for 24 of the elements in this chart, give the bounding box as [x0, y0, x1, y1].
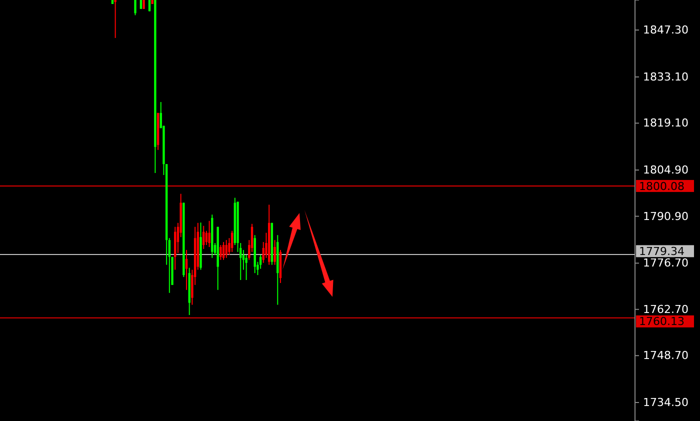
candlestick — [245, 254, 248, 281]
y-tick-label: 1847.30 — [643, 24, 688, 37]
candlestick — [230, 230, 234, 252]
ref-line-label: 1760.13 — [639, 315, 684, 328]
ref-line-label: 1800.08 — [639, 180, 684, 193]
y-tick-label: 1804.90 — [643, 164, 688, 177]
y-tick-label: 1819.10 — [643, 116, 688, 130]
candlestick — [185, 249, 188, 290]
candlestick — [220, 244, 222, 260]
y-tick-label: 1748.70 — [643, 349, 688, 362]
candlestick — [225, 240, 228, 258]
candlestick — [134, 0, 136, 16]
candlestick — [274, 240, 276, 266]
candlestick — [240, 242, 242, 281]
candlestick — [114, 0, 116, 38]
y-tick-label: 1776.70 — [643, 256, 688, 270]
candlestick — [208, 220, 210, 248]
y-tick-label: 1734.50 — [643, 396, 688, 410]
ref-line-label: 1779.34 — [639, 245, 684, 258]
y-tick-label: 1762.70 — [643, 302, 688, 316]
y-tick-label: 1790.90 — [643, 210, 688, 223]
candlestick — [222, 242, 225, 260]
y-tick-label: 1833.10 — [643, 70, 688, 84]
candlestick — [202, 225, 205, 250]
